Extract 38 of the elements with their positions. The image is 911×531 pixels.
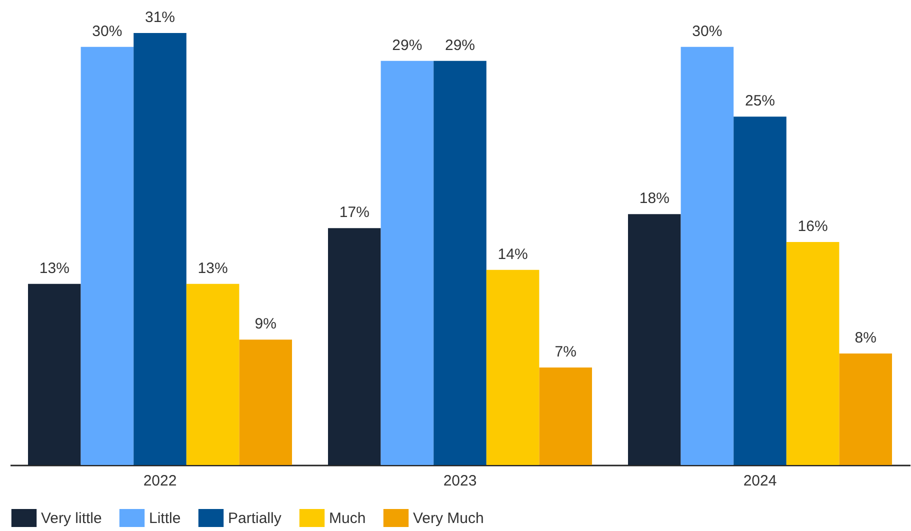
bar: [680, 46, 734, 465]
bar: [628, 214, 681, 465]
data-label: 14%: [498, 246, 528, 263]
bar: [486, 270, 540, 465]
bar: [734, 116, 786, 465]
legend-label: Little: [149, 510, 181, 527]
x-tick-label: 2022: [143, 472, 177, 490]
data-label: 30%: [692, 22, 722, 40]
data-label: 13%: [39, 260, 70, 277]
data-label: 30%: [92, 22, 122, 40]
bar: [839, 354, 892, 465]
bar: [380, 60, 434, 465]
data-label: 25%: [744, 92, 776, 110]
data-label: 18%: [639, 190, 670, 208]
x-tick-label: 2023: [443, 472, 477, 490]
data-label: 29%: [392, 36, 422, 54]
data-label: 9%: [254, 316, 276, 333]
data-label: 29%: [444, 36, 476, 54]
bar: [239, 340, 292, 465]
data-label: 13%: [198, 260, 228, 277]
bar: [434, 60, 486, 465]
bar: [134, 33, 186, 465]
bar: [328, 228, 381, 465]
bar: [786, 242, 840, 465]
x-tick-label: 2024: [743, 472, 777, 490]
data-label: 31%: [144, 9, 176, 26]
data-label: 16%: [798, 218, 828, 236]
data-label: 7%: [554, 343, 576, 360]
legend-label: Much: [329, 510, 366, 527]
data-label: 8%: [854, 330, 876, 347]
bar: [80, 46, 134, 465]
bar: [186, 284, 240, 465]
legend-label: Very little: [41, 510, 102, 527]
legend-label: Partially: [228, 510, 282, 527]
data-label: 17%: [339, 204, 370, 222]
legend-label: Very Much: [413, 510, 484, 527]
bar: [539, 367, 592, 465]
bar: [28, 284, 81, 465]
